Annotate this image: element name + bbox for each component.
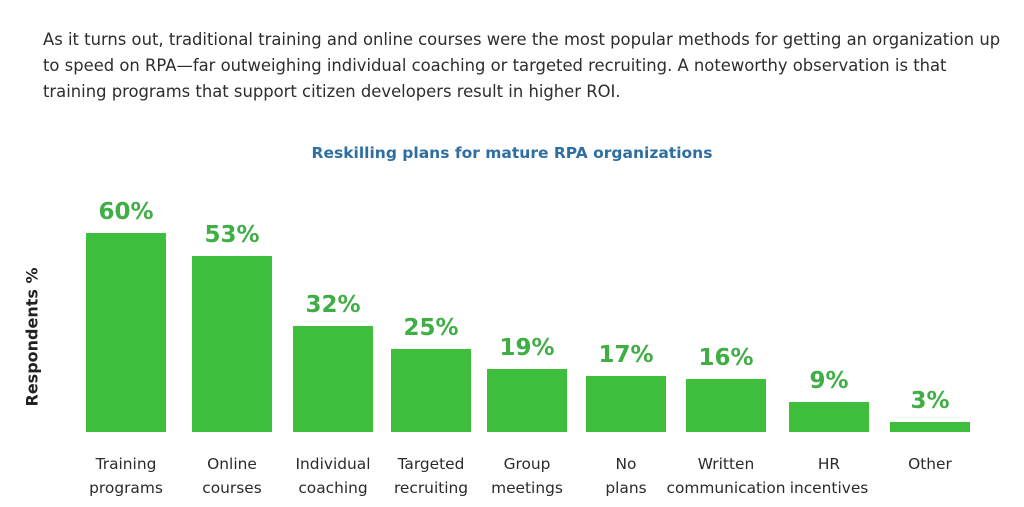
category-label-line: Targeted bbox=[397, 455, 465, 473]
category-label-line: incentives bbox=[789, 479, 869, 497]
bar-hr-incentives bbox=[789, 402, 869, 432]
category-label-group-meetings: Group meetings bbox=[457, 452, 597, 500]
value-label-hr-incentives: 9% bbox=[809, 368, 849, 395]
category-label-line: Group bbox=[503, 455, 551, 473]
category-label-online-courses: Online courses bbox=[162, 452, 302, 500]
category-label-written-communication: Written communication bbox=[656, 452, 796, 500]
category-label-line: meetings bbox=[491, 479, 563, 497]
bar-targeted-recruiting bbox=[391, 349, 471, 432]
category-label-line: Individual bbox=[295, 455, 371, 473]
category-label-line: programs bbox=[89, 479, 163, 497]
value-label-other: 3% bbox=[910, 388, 950, 415]
category-label-targeted-recruiting: Targeted recruiting bbox=[361, 452, 501, 500]
category-label-line: HR bbox=[817, 455, 841, 473]
category-label-no-plans: No plans bbox=[556, 452, 696, 500]
chart-title: Reskilling plans for mature RPA organiza… bbox=[311, 144, 713, 162]
y-axis-label: Respondents % bbox=[22, 267, 42, 407]
bar-no-plans bbox=[586, 375, 666, 432]
value-label-no-plans: 17% bbox=[598, 341, 654, 368]
bar-written-communication bbox=[686, 378, 766, 432]
value-label-online-courses: 53% bbox=[204, 222, 260, 249]
bar-individual-coaching bbox=[293, 325, 373, 432]
bar-online-courses bbox=[192, 256, 272, 432]
category-label-line: plans bbox=[605, 479, 647, 497]
category-label-line: Training bbox=[95, 455, 157, 473]
bar-training-programs bbox=[86, 233, 166, 432]
intro-paragraph: As it turns out, traditional training an… bbox=[43, 30, 1001, 101]
category-label-line: Online bbox=[207, 455, 257, 473]
category-label-line: courses bbox=[202, 479, 262, 497]
value-label-training-programs: 60% bbox=[98, 199, 154, 225]
bar-group-meetings bbox=[487, 368, 567, 432]
category-label-individual-coaching: Individual coaching bbox=[263, 452, 403, 500]
category-label-line: Other bbox=[908, 455, 952, 473]
category-label-training-programs: Training programs bbox=[56, 452, 196, 500]
bar-other bbox=[890, 422, 970, 432]
value-label-targeted-recruiting: 25% bbox=[403, 315, 459, 342]
value-label-group-meetings: 19% bbox=[499, 334, 555, 361]
category-label-line: No bbox=[615, 455, 637, 473]
category-label-line: coaching bbox=[298, 479, 368, 497]
category-label-line: recruiting bbox=[393, 479, 469, 497]
category-label-hr-incentives: HR incentives bbox=[759, 452, 899, 500]
category-label-other: Other bbox=[860, 452, 1000, 476]
category-label-line: communication bbox=[666, 479, 786, 497]
category-label-line: Written bbox=[697, 455, 755, 473]
value-label-written-communication: 16% bbox=[698, 344, 754, 371]
value-label-individual-coaching: 32% bbox=[305, 291, 361, 318]
